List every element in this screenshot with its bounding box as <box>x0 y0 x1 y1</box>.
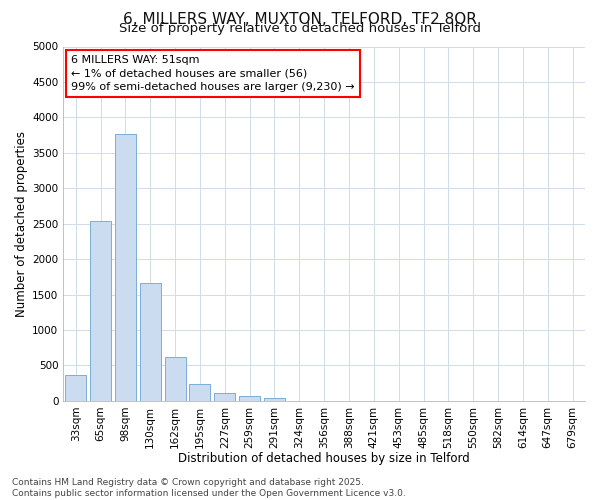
Text: Contains HM Land Registry data © Crown copyright and database right 2025.
Contai: Contains HM Land Registry data © Crown c… <box>12 478 406 498</box>
Bar <box>115 134 136 401</box>
Bar <box>90 221 111 401</box>
Text: Size of property relative to detached houses in Telford: Size of property relative to detached ho… <box>119 22 481 35</box>
Y-axis label: Number of detached properties: Number of detached properties <box>15 130 28 316</box>
Bar <box>164 357 185 401</box>
Bar <box>190 384 211 401</box>
Bar <box>214 394 235 401</box>
Text: 6 MILLERS WAY: 51sqm
← 1% of detached houses are smaller (56)
99% of semi-detach: 6 MILLERS WAY: 51sqm ← 1% of detached ho… <box>71 56 355 92</box>
Bar <box>264 398 285 401</box>
Bar <box>65 374 86 401</box>
X-axis label: Distribution of detached houses by size in Telford: Distribution of detached houses by size … <box>178 452 470 465</box>
Bar <box>140 283 161 401</box>
Text: 6, MILLERS WAY, MUXTON, TELFORD, TF2 8QR: 6, MILLERS WAY, MUXTON, TELFORD, TF2 8QR <box>123 12 477 26</box>
Bar <box>239 396 260 401</box>
